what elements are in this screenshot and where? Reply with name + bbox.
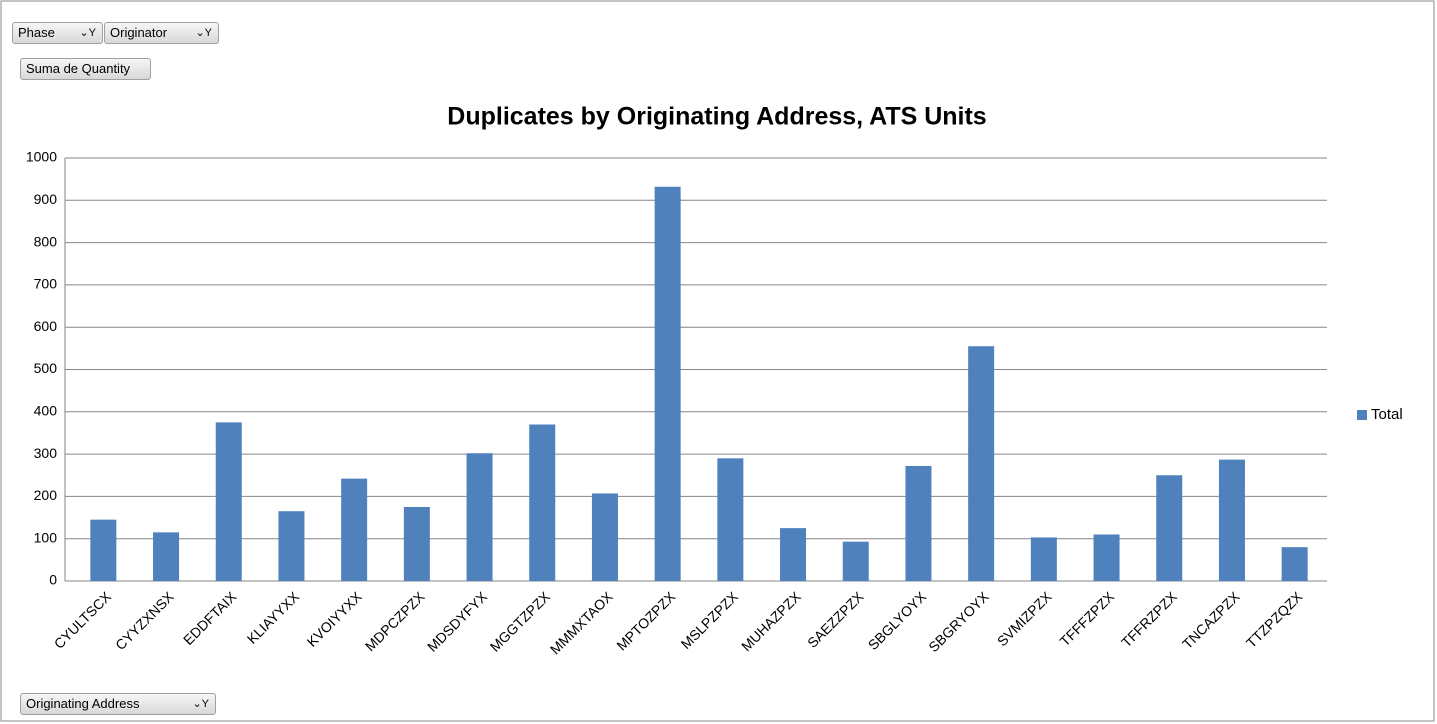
chart-title: Duplicates by Originating Address, ATS U… — [447, 103, 986, 131]
y-tick-label: 1000 — [26, 149, 57, 165]
bar — [215, 422, 242, 581]
filter-button[interactable]: Phase ⌄Y — [12, 22, 103, 44]
y-tick-label: 700 — [34, 276, 58, 292]
bar — [591, 493, 618, 581]
y-tick-label: 900 — [34, 191, 58, 207]
bar — [1218, 459, 1245, 581]
value-button[interactable]: Suma de Quantity — [20, 58, 151, 80]
bar — [780, 528, 807, 581]
bar — [1156, 475, 1183, 581]
button-label: Originator — [110, 25, 168, 40]
bar — [1281, 547, 1308, 581]
bar — [341, 478, 368, 581]
y-tick-label: 0 — [49, 572, 57, 588]
bar — [717, 458, 744, 581]
y-tick-label: 300 — [34, 445, 58, 461]
y-tick-label: 600 — [34, 318, 58, 334]
bar — [842, 541, 869, 581]
button-label: Originating Address — [26, 696, 140, 711]
legend-label: Total — [1371, 406, 1403, 423]
y-tick-label: 800 — [34, 233, 58, 249]
y-tick-label: 100 — [34, 529, 58, 545]
bar — [403, 506, 430, 581]
bar — [1030, 537, 1057, 581]
filter-icon: ⌄Y — [79, 27, 96, 39]
bar — [90, 519, 117, 581]
bar — [968, 346, 995, 581]
bar — [529, 424, 556, 581]
bar — [466, 453, 493, 581]
filter-icon: ⌄Y — [195, 27, 212, 39]
bar — [1093, 534, 1120, 581]
y-tick-label: 500 — [34, 360, 58, 376]
bar — [153, 532, 180, 581]
legend-swatch — [1357, 410, 1367, 420]
filter-icon: ⌄Y — [192, 698, 209, 710]
y-tick-label: 400 — [34, 403, 58, 419]
y-tick-label: 200 — [34, 487, 58, 503]
button-label: Phase — [18, 25, 55, 40]
bar — [278, 511, 305, 581]
button-label: Suma de Quantity — [26, 61, 131, 76]
filter-button[interactable]: Originating Address ⌄Y — [20, 693, 216, 715]
filter-button[interactable]: Originator ⌄Y — [104, 22, 219, 44]
bar — [905, 465, 932, 581]
bar — [654, 186, 681, 582]
